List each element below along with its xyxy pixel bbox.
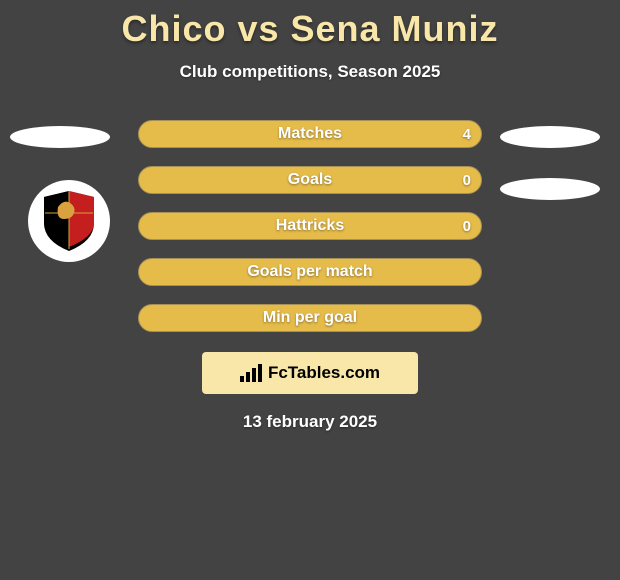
- stat-label: Hattricks: [139, 213, 481, 239]
- player-avatar-right-1: [500, 126, 600, 148]
- stat-label: Matches: [139, 121, 481, 147]
- stat-label: Goals: [139, 167, 481, 193]
- shield-icon: [40, 189, 98, 253]
- stat-row-min-per-goal: Min per goal: [138, 304, 482, 332]
- stat-value-right: 4: [463, 121, 471, 147]
- bar-chart-icon: [240, 364, 262, 382]
- stat-row-goals-per-match: Goals per match: [138, 258, 482, 286]
- subtitle: Club competitions, Season 2025: [0, 62, 620, 82]
- page-title: Chico vs Sena Muniz: [0, 0, 620, 50]
- stat-value-right: 0: [463, 167, 471, 193]
- stat-value-right: 0: [463, 213, 471, 239]
- source-logo: FcTables.com: [202, 352, 418, 394]
- stat-label: Goals per match: [139, 259, 481, 285]
- stat-row-matches: Matches 4: [138, 120, 482, 148]
- comparison-card: Chico vs Sena Muniz Club competitions, S…: [0, 0, 620, 580]
- logo-text: FcTables.com: [268, 363, 380, 383]
- stat-label: Min per goal: [139, 305, 481, 331]
- club-badge-left: [28, 180, 110, 262]
- date-label: 13 february 2025: [0, 412, 620, 432]
- stat-row-hattricks: Hattricks 0: [138, 212, 482, 240]
- player-avatar-right-2: [500, 178, 600, 200]
- stat-row-goals: Goals 0: [138, 166, 482, 194]
- player-avatar-left: [10, 126, 110, 148]
